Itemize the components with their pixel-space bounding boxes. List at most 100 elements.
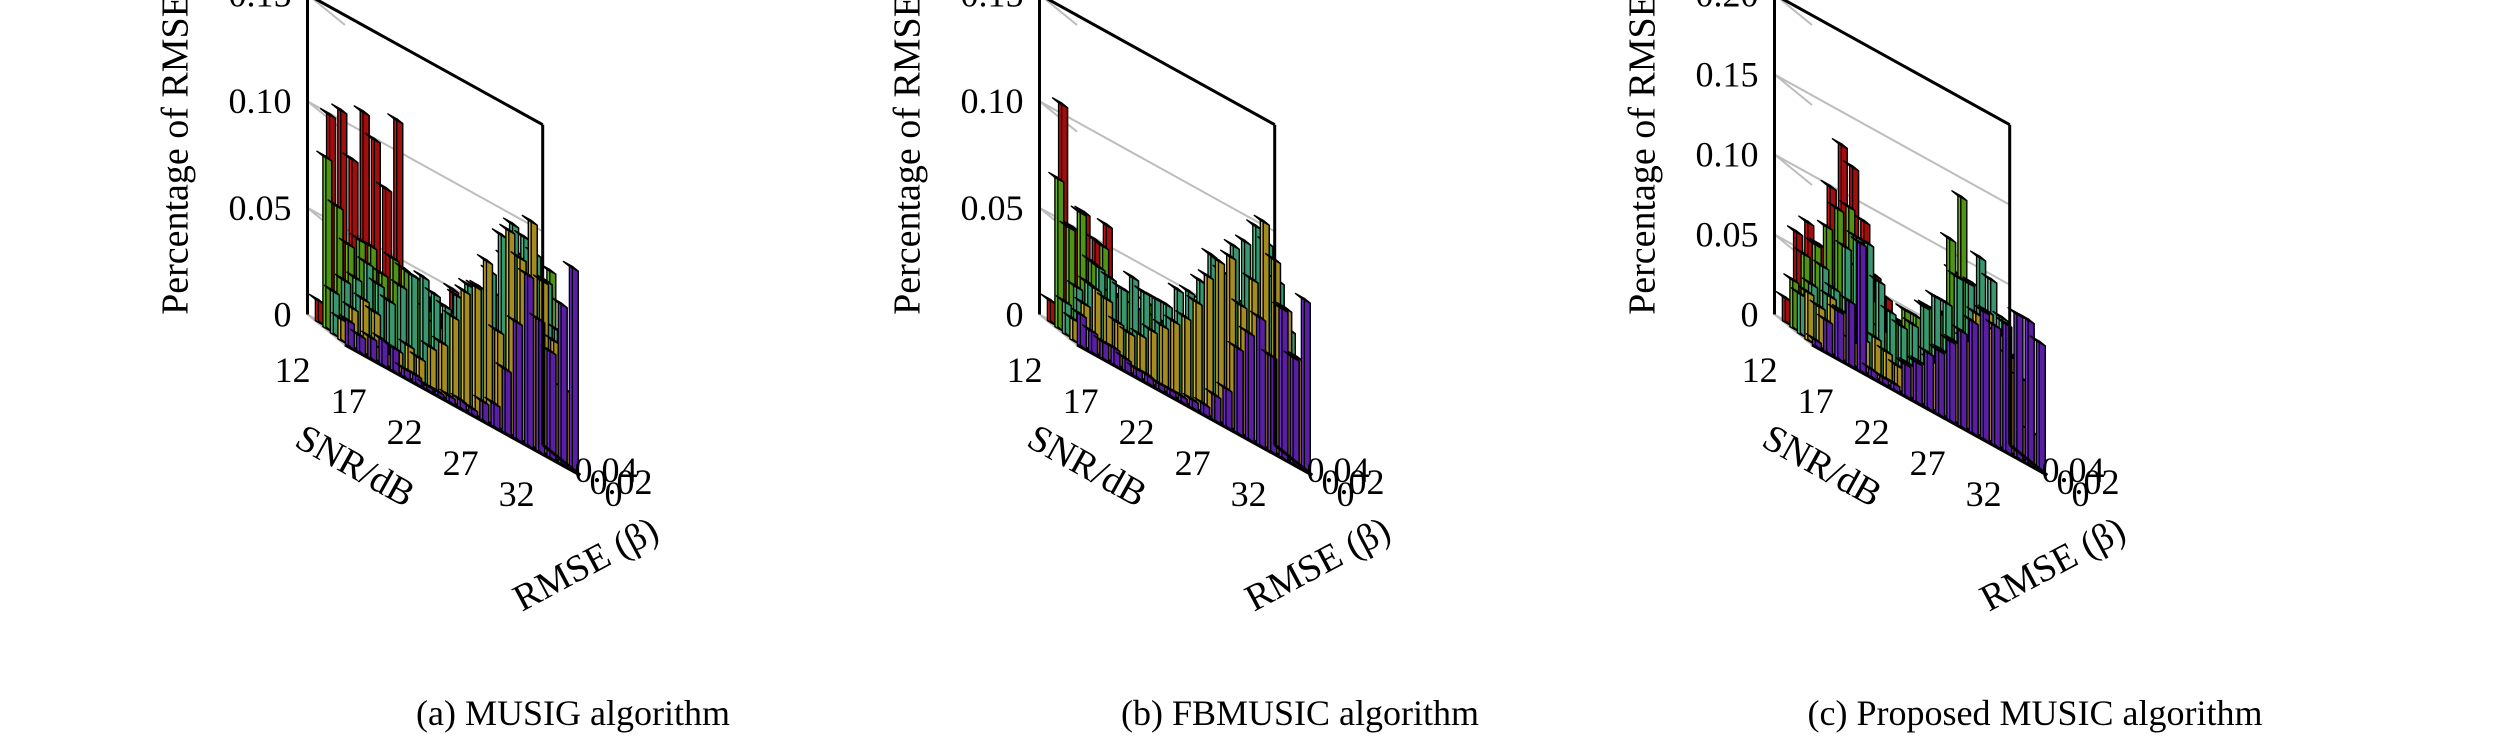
bar-top <box>1092 239 1110 251</box>
bar-top <box>1816 313 1834 325</box>
bar-top <box>1216 381 1233 393</box>
bar-top <box>514 229 531 242</box>
bar-top <box>1962 276 1979 288</box>
rmse-tick-label: 0.02 <box>2056 462 2119 502</box>
bar-top <box>405 368 423 380</box>
bar-top <box>1884 376 1901 388</box>
bar-top <box>364 132 381 144</box>
bar-top <box>1149 376 1166 388</box>
bar-top <box>331 312 348 324</box>
rmse-tick-labels: 00.020.04 <box>1306 450 1384 514</box>
bar-top <box>1798 285 1815 297</box>
snr-tick-labels: 12 17 22 27 32 <box>275 350 535 514</box>
snr-tick-label: 17 <box>331 381 367 421</box>
bar-top <box>1275 301 1293 313</box>
bar-series_2-20 <box>1152 318 1170 395</box>
snr-tick-label: 12 <box>1007 350 1043 390</box>
z-tick-label: 0.20 <box>1696 0 1759 15</box>
bar-top <box>1906 355 1923 367</box>
bar-series_1-22 <box>1917 345 1935 413</box>
snr-tick-label: 27 <box>1910 443 1946 483</box>
axis-box <box>306 0 582 477</box>
bar-top <box>1898 357 1916 369</box>
rmse-tick-label: 0 <box>604 474 622 514</box>
bars <box>308 103 579 475</box>
bar-top <box>1186 294 1203 307</box>
bar-top <box>417 378 434 390</box>
bar-side <box>1825 318 1834 357</box>
bar-top <box>413 270 430 282</box>
z-tick-label: 0 <box>1741 295 1759 335</box>
bar-top <box>1809 237 1826 249</box>
bar-top <box>1119 325 1136 338</box>
bar-top <box>1850 236 1867 248</box>
bar-series_1-13 <box>1816 313 1834 357</box>
snr-tick-label: 32 <box>1231 474 1267 514</box>
bar-top <box>1193 397 1211 409</box>
bar-series_1-14 <box>361 330 378 364</box>
snr-axis <box>1076 343 1313 477</box>
bar-top <box>379 294 396 306</box>
bar-top <box>368 277 385 289</box>
bar-top <box>1951 190 1968 202</box>
bar-side <box>1926 350 1935 413</box>
bar-top <box>361 239 378 251</box>
bar-top <box>1895 303 1912 315</box>
bar-top <box>1925 289 1942 301</box>
bar-top <box>443 282 460 294</box>
bar-series_3-13 <box>334 273 352 345</box>
bar-series_1-31 <box>1283 350 1300 469</box>
bar-side <box>1225 386 1233 432</box>
bar-top <box>1887 358 1905 371</box>
bar-top <box>1798 215 1815 227</box>
bar-top <box>387 113 404 125</box>
bar-series_5-12 <box>1040 293 1058 327</box>
bar-top <box>1936 295 1953 308</box>
rmse-tick-labels: 00.020.04 <box>574 450 652 514</box>
bar-top <box>1167 282 1185 294</box>
bar-side <box>1236 345 1244 438</box>
bar-top <box>1783 273 1800 285</box>
bar-top <box>342 152 359 164</box>
bar-side <box>1960 329 1968 432</box>
bar-top <box>1223 238 1241 251</box>
bar-top <box>1809 299 1826 311</box>
bar-top <box>1906 309 1923 321</box>
bar-top <box>1969 250 1987 262</box>
grid-line <box>1038 100 1276 233</box>
bar-top <box>420 340 438 352</box>
bar-top <box>331 103 348 115</box>
bar-series_1-21 <box>1906 355 1923 407</box>
bar-top <box>536 274 553 286</box>
z-tick-label: 0.05 <box>1696 215 1759 255</box>
bar-series_1-26 <box>1227 340 1244 438</box>
bar-top <box>361 330 378 342</box>
bar-top <box>1051 97 1069 109</box>
bar-series_2-24 <box>465 279 482 419</box>
bar-top <box>1828 303 1845 316</box>
bar-top <box>1794 247 1811 259</box>
bar-top <box>1238 325 1256 337</box>
bar-top <box>342 301 359 313</box>
snr-tick-label: 17 <box>1063 381 1099 421</box>
rmse-axis <box>2008 443 2049 477</box>
bar-top <box>1283 350 1300 362</box>
panel-caption: (a) MUSIG algorithm <box>416 693 730 733</box>
chart-panel-3: 0 0.05 0.10 0.15 0.20 Percentage of RMSE 12 17 2… <box>1622 0 2262 733</box>
bar-side <box>504 367 512 438</box>
bar-top <box>488 324 505 336</box>
bar-top <box>510 251 527 263</box>
bar-top <box>1055 295 1073 307</box>
z-tick-label: 0.15 <box>1696 55 1759 95</box>
bar-top <box>1096 292 1114 304</box>
bar-side <box>1836 308 1845 364</box>
bar-top <box>1115 351 1132 363</box>
bar-top <box>443 310 460 322</box>
bar-side <box>1937 348 1946 419</box>
z-tick-label: 0.05 <box>961 188 1024 228</box>
bar-top <box>1122 270 1140 282</box>
rmse-axis-title: RMSE (β) <box>506 509 665 620</box>
bar-top <box>1917 345 1935 357</box>
bar-top <box>432 335 449 347</box>
bar-side <box>1247 330 1256 444</box>
